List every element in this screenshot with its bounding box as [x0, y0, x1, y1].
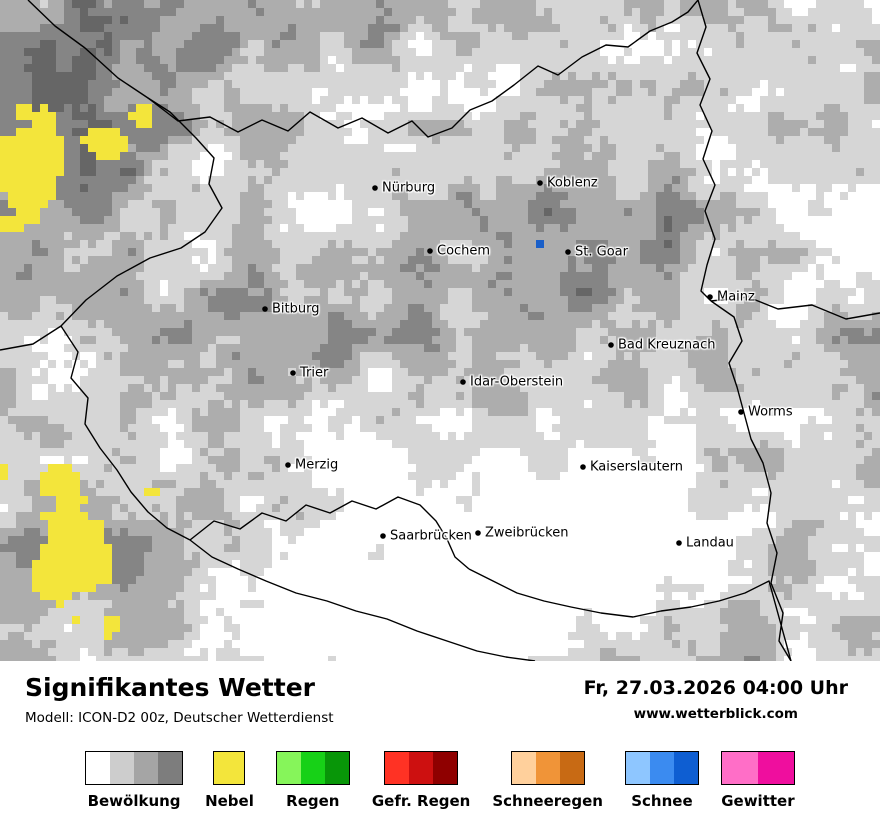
- legend-swatch: [559, 752, 584, 784]
- legend-swatch: [86, 752, 111, 784]
- legend-swatch: [300, 752, 325, 784]
- legend-swatch-row: [510, 751, 585, 785]
- legend-swatch-row: [384, 751, 459, 785]
- legend-swatch: [409, 752, 434, 784]
- website-url: www.wetterblick.com: [633, 706, 798, 722]
- forecast-datetime: Fr, 27.03.2026 04:00 Uhr: [583, 677, 848, 699]
- legend-swatch: [721, 752, 758, 784]
- legend-label: Bewölkung: [87, 792, 181, 810]
- legend-label: Regen: [286, 792, 340, 810]
- border-line: [60, 325, 191, 541]
- legend-label: Schneeregen: [492, 792, 603, 810]
- city-marker: [676, 540, 682, 546]
- city-marker: [608, 342, 614, 348]
- map-area: Nürburg Koblenz Cochem St. Goar Mainz Bitburg…: [0, 0, 880, 661]
- border-line: [468, 568, 792, 661]
- legend-label: Schnee: [631, 792, 693, 810]
- page-title: Signifikantes Wetter: [25, 673, 315, 702]
- legend-group: Regen: [275, 751, 350, 810]
- model-info: Modell: ICON-D2 00z, Deutscher Wetterdie…: [25, 710, 334, 726]
- legend-swatch-row: [275, 751, 350, 785]
- legend-swatch: [110, 752, 135, 784]
- border-line: [710, 300, 792, 661]
- legend-group: Gewitter: [720, 751, 795, 810]
- border-line: [147, 0, 699, 138]
- map-overlay: [0, 0, 880, 661]
- city-marker: [460, 379, 466, 385]
- border-line: [696, 0, 716, 302]
- legend-swatch: [511, 752, 536, 784]
- legend-group: Schneeregen: [492, 751, 603, 810]
- city-marker: [537, 180, 543, 186]
- legend-swatch: [535, 752, 560, 784]
- city-marker: [262, 306, 268, 312]
- legend-group: Nebel: [205, 751, 254, 810]
- footer-right-column: Fr, 27.03.2026 04:00 Uhr www.wetterblick…: [584, 677, 848, 722]
- border-line: [189, 539, 536, 661]
- legend-swatch: [134, 752, 159, 784]
- legend: Bewölkung Nebel Regen Gefr. Regen Schneerege…: [0, 751, 880, 810]
- city-marker: [738, 409, 744, 415]
- city-marker: [707, 294, 713, 300]
- city-marker: [372, 185, 378, 191]
- legend-swatch: [649, 752, 674, 784]
- city-marker: [475, 530, 481, 536]
- legend-swatch: [324, 752, 349, 784]
- border-line: [189, 496, 470, 570]
- city-marker: [285, 462, 291, 468]
- city-marker: [380, 533, 386, 539]
- legend-swatch-row: [720, 751, 795, 785]
- city-marker: [290, 370, 296, 376]
- border-line: [0, 0, 223, 351]
- cloud-cover-raster: [0, 0, 880, 661]
- footer: Signifikantes Wetter Modell: ICON-D2 00z…: [0, 661, 880, 830]
- legend-swatch: [625, 752, 650, 784]
- legend-group: Schnee: [624, 751, 699, 810]
- legend-label: Gewitter: [721, 792, 795, 810]
- legend-swatch-row: [624, 751, 699, 785]
- legend-swatch: [673, 752, 698, 784]
- legend-swatch: [214, 752, 245, 784]
- city-marker: [565, 249, 571, 255]
- legend-swatch: [276, 752, 301, 784]
- legend-label: Gefr. Regen: [371, 792, 471, 810]
- legend-group: Gefr. Regen: [371, 751, 471, 810]
- city-marker: [580, 464, 586, 470]
- legend-swatch: [385, 752, 410, 784]
- city-marker: [427, 248, 433, 254]
- legend-label: Nebel: [205, 792, 254, 810]
- border-line: [710, 296, 880, 320]
- legend-swatch: [158, 752, 183, 784]
- snow-pixel: [536, 240, 544, 248]
- legend-group: Bewölkung: [85, 751, 184, 810]
- legend-swatch-row: [213, 751, 246, 785]
- legend-swatch: [757, 752, 794, 784]
- legend-swatch: [433, 752, 458, 784]
- legend-swatch-row: [85, 751, 184, 785]
